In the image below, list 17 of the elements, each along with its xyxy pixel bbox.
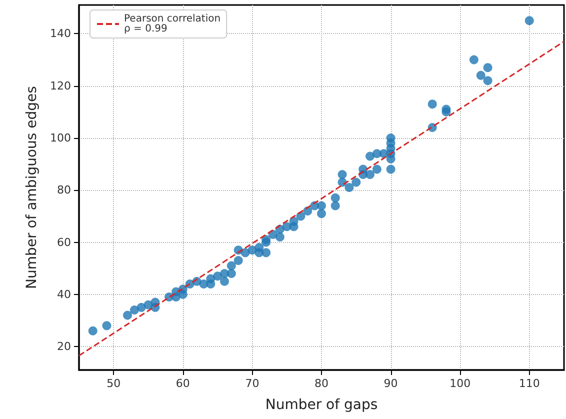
y-axis-title: Number of ambiguous edges	[24, 86, 40, 289]
y-tick-label: 40	[57, 288, 71, 301]
y-tick-label: 140	[50, 27, 71, 40]
x-tick-label: 60	[176, 377, 190, 390]
x-tick-label: 110	[518, 377, 540, 390]
x-axis-title: Number of gaps	[265, 397, 378, 413]
x-tick-label: 100	[450, 377, 471, 390]
y-tick-label: 60	[57, 236, 71, 249]
x-tick-label: 80	[314, 377, 328, 390]
x-tick-label: 90	[384, 377, 398, 390]
y-tick-label: 20	[57, 340, 71, 354]
x-tick-label: 50	[106, 377, 121, 390]
y-tick-label: 120	[50, 79, 71, 92]
y-tick-label: 100	[50, 131, 71, 144]
x-tick-label: 70	[245, 377, 260, 390]
legend-label: Pearson correlation ρ = 0.99	[124, 14, 221, 34]
y-tick-label: 80	[57, 184, 71, 197]
